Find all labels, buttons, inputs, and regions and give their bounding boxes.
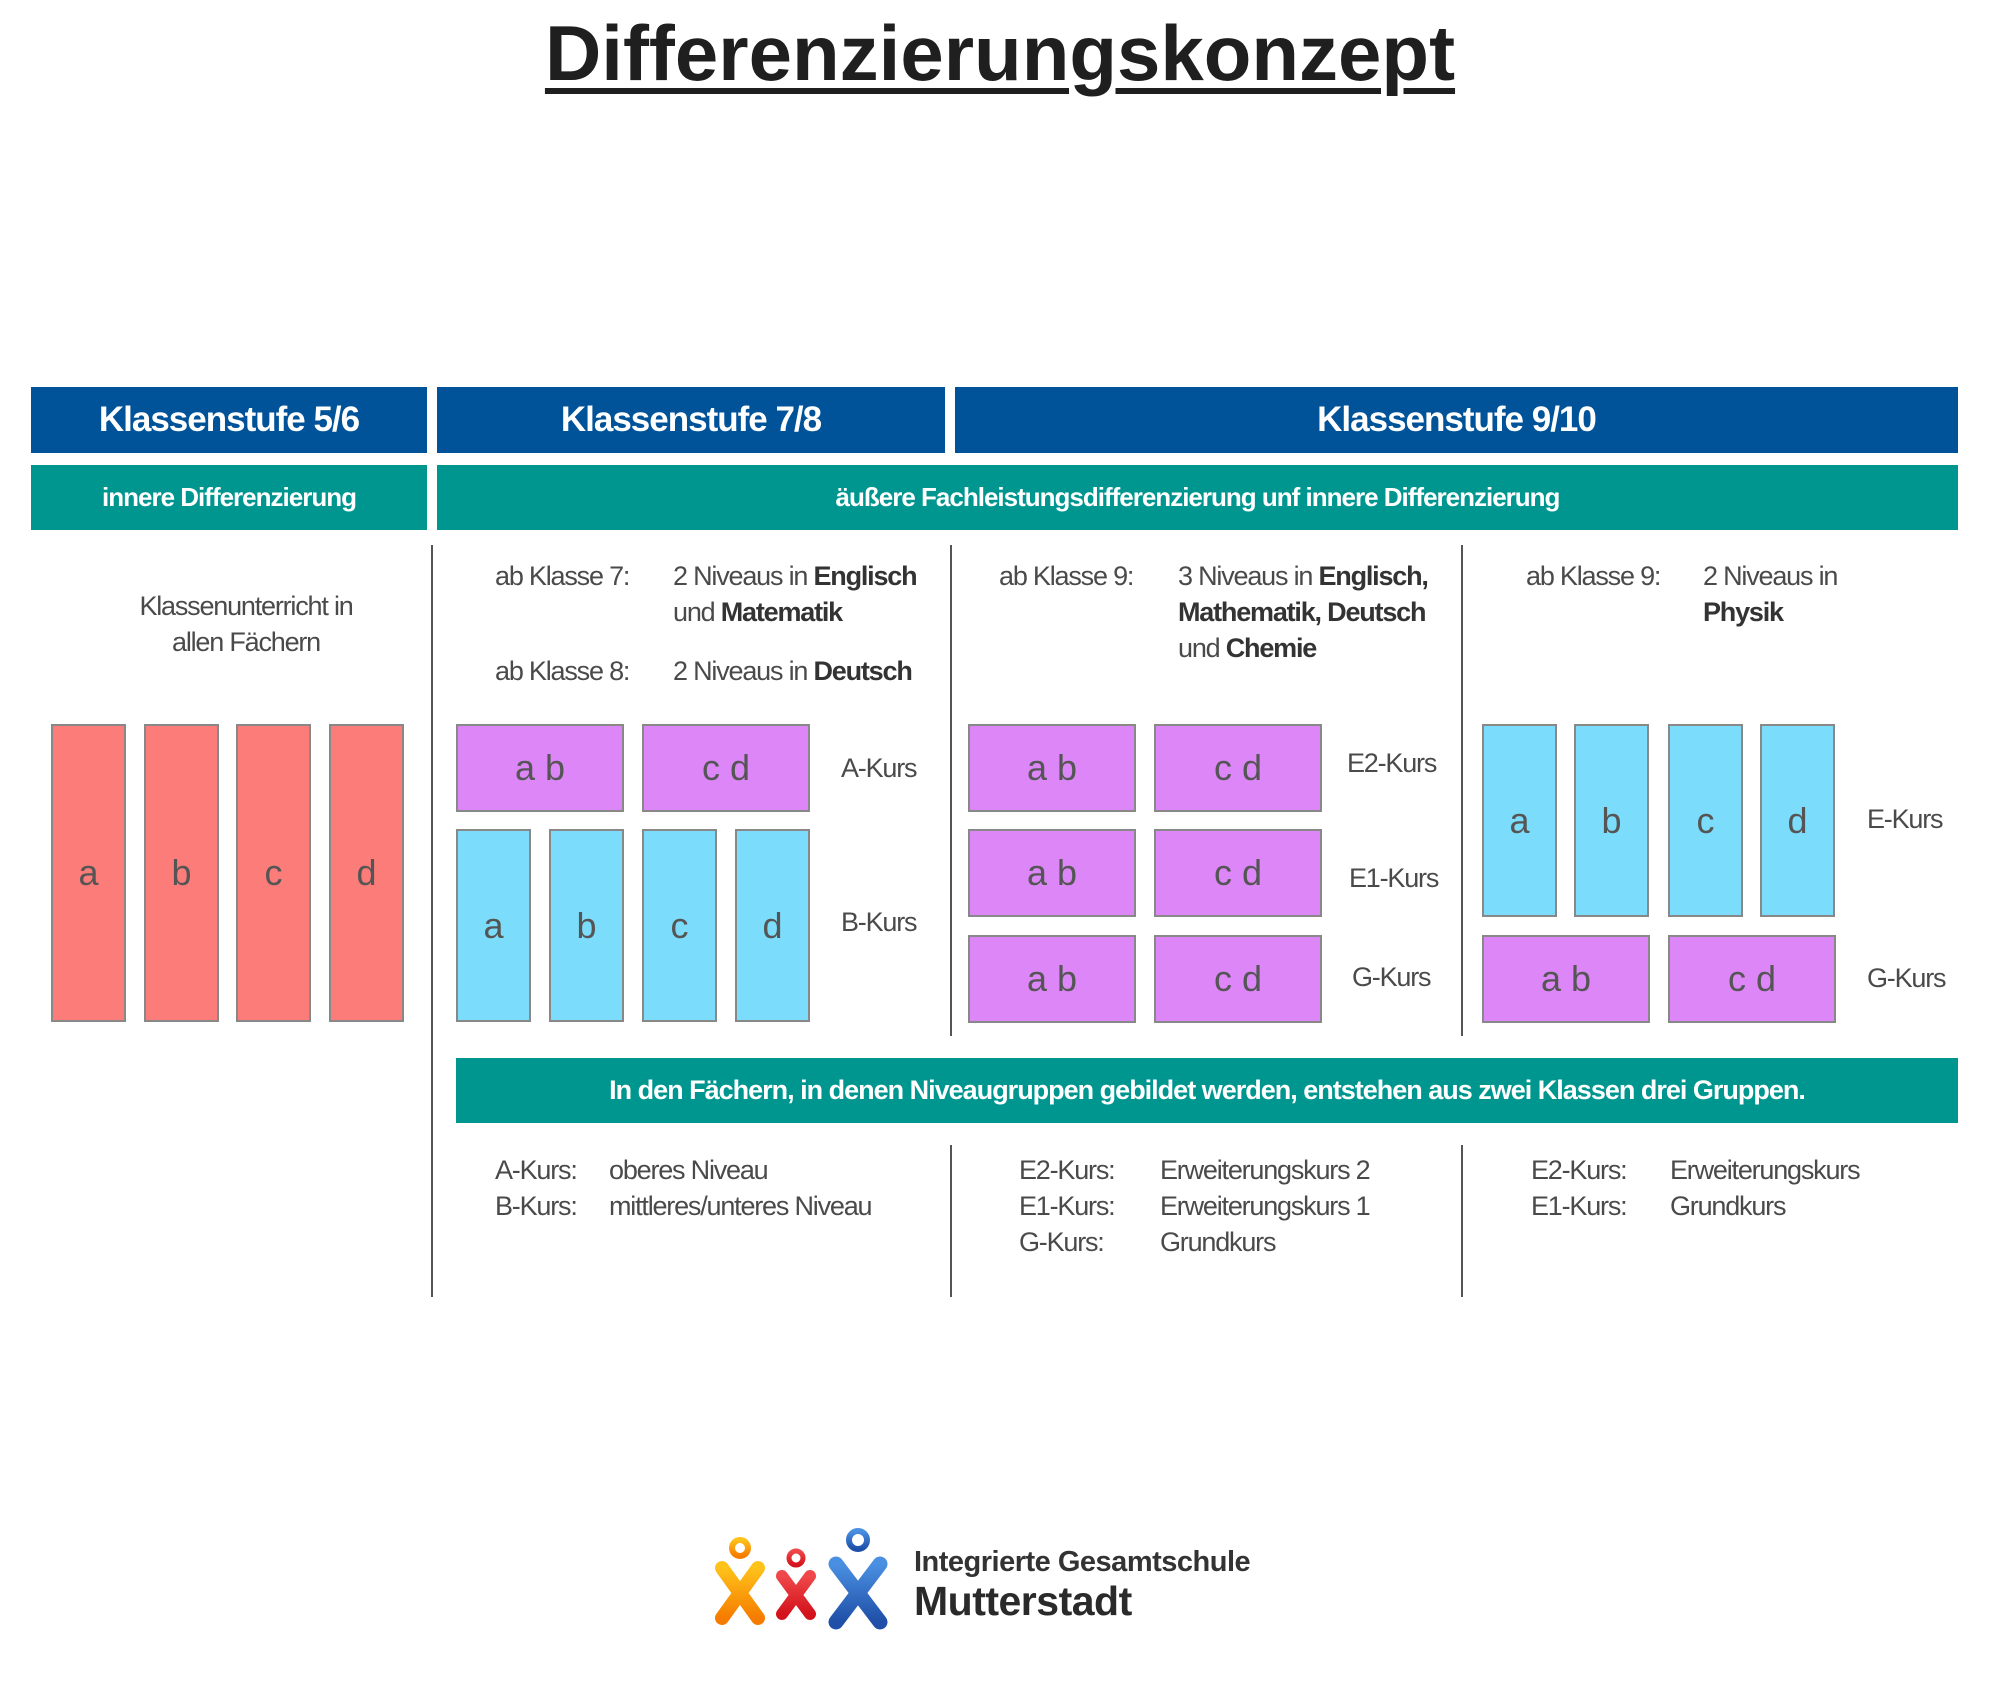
k9-physik-text: 2 Niveaus in Physik — [1703, 558, 1838, 630]
divider — [950, 545, 952, 1036]
e1-kurs-label: E1-Kurs — [1349, 863, 1439, 893]
subject: Chemie — [1225, 633, 1318, 663]
subject: Englisch, — [1318, 561, 1428, 591]
subject: Physik — [1703, 597, 1784, 627]
text: und — [673, 597, 721, 627]
legend-key: E2-Kurs: — [1019, 1155, 1116, 1185]
subheader-innere-differenzierung: innere Differenzierung — [31, 465, 427, 530]
col1-description: Klassenunterricht in allen Fächern — [96, 588, 396, 660]
header-klassenstufe-9-10: Klassenstufe 9/10 — [955, 387, 1958, 453]
school-logo-icon — [715, 1528, 888, 1630]
group-box-d: d — [735, 829, 810, 1022]
e-box-d: d — [1760, 724, 1835, 917]
legend-value: mittleres/unteres Niveau — [609, 1191, 873, 1221]
divider — [1461, 545, 1463, 1036]
logo-line1: Integrierte Gesamtschule — [914, 1546, 1251, 1578]
legend-key: E2-Kurs: — [1531, 1155, 1628, 1185]
g-box-cd: c d — [1154, 935, 1322, 1023]
divider — [431, 545, 433, 1297]
e2-box-cd: c d — [1154, 724, 1322, 812]
g-box-ab: a b — [1482, 935, 1650, 1023]
legend-key: A-Kurs: — [495, 1155, 578, 1185]
k7-text: 2 Niveaus in Englisch und Matematik — [673, 558, 918, 630]
g-kurs-label: G-Kurs — [1867, 963, 1947, 993]
subject: Englisch — [813, 561, 917, 591]
figure-blue — [828, 1528, 888, 1630]
legend-value: Erweiterungskurs — [1670, 1155, 1861, 1185]
text: 2 Niveaus in — [1703, 561, 1838, 591]
k9-physik-label: ab Klasse 9: — [1526, 561, 1661, 591]
k8-text: 2 Niveaus in Deutsch — [673, 653, 913, 689]
divider — [1461, 1145, 1463, 1297]
legend-value: Grundkurs — [1670, 1191, 1786, 1221]
e1-box-cd: c d — [1154, 829, 1322, 917]
group-box-ab: a b — [456, 724, 624, 812]
legend-value: oberes Niveau — [609, 1155, 769, 1185]
e-box-b: b — [1574, 724, 1649, 917]
group-box-b: b — [549, 829, 624, 1022]
k7-label: ab Klasse 7: — [495, 561, 630, 591]
info-banner: In den Fächern, in denen Niveaugruppen g… — [456, 1058, 1958, 1123]
a-kurs-label: A-Kurs — [841, 753, 918, 783]
header-klassenstufe-7-8: Klassenstufe 7/8 — [437, 387, 945, 453]
legend-col4: E2-Kurs: Erweiterungskurs E1-Kurs: Grundku… — [1531, 1152, 1861, 1224]
subheader-aeussere-differenzierung: äußere Fachleistungsdifferenzierung unf … — [437, 465, 1958, 530]
e2-kurs-label: E2-Kurs — [1347, 748, 1437, 778]
k9-label: ab Klasse 9: — [999, 561, 1134, 591]
text: 2 Niveaus in — [673, 656, 814, 686]
b-kurs-label: B-Kurs — [841, 907, 918, 937]
e-box-a: a — [1482, 724, 1557, 917]
legend-key: G-Kurs: — [1019, 1227, 1105, 1257]
class-box-b: b — [144, 724, 219, 1022]
g-box-cd: c d — [1668, 935, 1836, 1023]
figure-red — [776, 1548, 816, 1620]
legend-col2: A-Kurs: oberes Niveau B-Kurs: mittleres/un… — [495, 1152, 873, 1224]
text: und — [1178, 633, 1226, 663]
legend-value: Erweiterungskurs 2 — [1160, 1155, 1371, 1185]
group-box-cd: c d — [642, 724, 810, 812]
k9-text: 3 Niveaus in Englisch, Mathematik, Deuts… — [1178, 558, 1429, 666]
figure-yellow — [715, 1537, 765, 1625]
class-box-d: d — [329, 724, 404, 1022]
legend-col3: E2-Kurs: Erweiterungskurs 2 E1-Kurs: Erwei… — [1019, 1152, 1371, 1260]
e-kurs-label: E-Kurs — [1867, 804, 1944, 834]
e2-box-ab: a b — [968, 724, 1136, 812]
logo-line2: Mutterstadt — [914, 1578, 1132, 1624]
e1-box-ab: a b — [968, 829, 1136, 917]
legend-key: E1-Kurs: — [1531, 1191, 1628, 1221]
text: 3 Niveaus in — [1178, 561, 1319, 591]
k8-label: ab Klasse 8: — [495, 656, 630, 686]
legend-value: Grundkurs — [1160, 1227, 1276, 1257]
class-box-c: c — [236, 724, 311, 1022]
group-box-c: c — [642, 829, 717, 1022]
text: 2 Niveaus in — [673, 561, 814, 591]
class-box-a: a — [51, 724, 126, 1022]
legend-value: Erweiterungskurs 1 — [1160, 1191, 1371, 1221]
subject: Matematik — [720, 597, 843, 627]
subject: Mathematik, Deutsch — [1178, 597, 1426, 627]
group-box-a: a — [456, 829, 531, 1022]
g-box-ab: a b — [968, 935, 1136, 1023]
col1-line2: allen Fächern — [172, 627, 321, 657]
subject: Deutsch — [813, 656, 912, 686]
e-box-c: c — [1668, 724, 1743, 917]
g-kurs-label: G-Kurs — [1352, 962, 1432, 992]
page-title: Differenzierungskonzept — [544, 9, 1456, 97]
legend-key: B-Kurs: — [495, 1191, 578, 1221]
divider — [950, 1145, 952, 1297]
header-klassenstufe-5-6: Klassenstufe 5/6 — [31, 387, 427, 453]
col1-line1: Klassenunterricht in — [139, 591, 353, 621]
legend-key: E1-Kurs: — [1019, 1191, 1116, 1221]
